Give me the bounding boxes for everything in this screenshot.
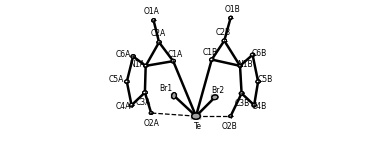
Ellipse shape [256,80,260,83]
Ellipse shape [252,103,256,107]
Text: C6B: C6B [252,49,267,58]
Ellipse shape [250,53,255,57]
Ellipse shape [144,64,148,67]
Ellipse shape [171,59,175,63]
Ellipse shape [143,91,147,94]
Ellipse shape [157,40,161,44]
Ellipse shape [172,93,176,99]
Ellipse shape [212,95,218,100]
Ellipse shape [210,58,214,61]
Ellipse shape [125,80,129,83]
Text: N1A: N1A [129,60,145,69]
Ellipse shape [152,19,155,22]
Text: C6A: C6A [115,50,131,59]
Text: N1B: N1B [238,60,253,69]
Text: O1B: O1B [224,5,240,14]
Text: C4B: C4B [252,102,267,111]
Ellipse shape [131,55,135,58]
Text: C4A: C4A [115,102,131,111]
Ellipse shape [222,39,227,42]
Text: C5A: C5A [109,76,124,84]
Ellipse shape [229,115,232,118]
Text: Te: Te [194,122,201,131]
Ellipse shape [238,64,242,67]
Text: C3B: C3B [235,99,250,108]
Text: C2B: C2B [216,28,231,36]
Ellipse shape [129,103,134,107]
Text: Br2: Br2 [211,86,225,95]
Ellipse shape [149,112,153,114]
Text: C2A: C2A [151,29,166,38]
Text: O2B: O2B [222,122,238,131]
Text: Br1: Br1 [159,84,172,93]
Text: O1A: O1A [144,7,160,16]
Text: C3A: C3A [136,98,151,107]
Ellipse shape [239,92,244,95]
Ellipse shape [192,113,200,119]
Text: C5B: C5B [258,76,273,84]
Ellipse shape [229,16,232,20]
Text: C1B: C1B [203,48,218,57]
Text: O2A: O2A [144,119,160,128]
Text: C1A: C1A [167,50,182,59]
